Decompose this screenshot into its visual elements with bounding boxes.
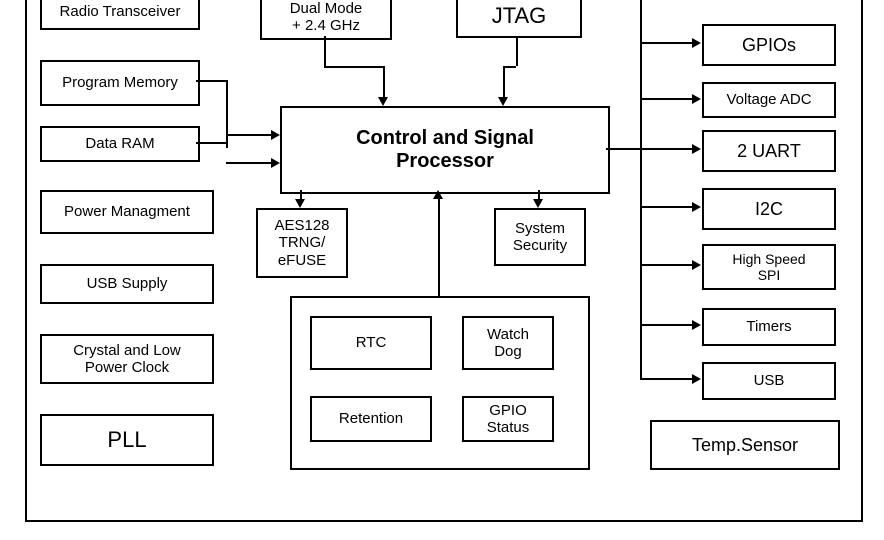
bus-spur-2 [640, 98, 692, 100]
bus-spur-6 [640, 324, 692, 326]
left-radio: Radio Transceiver [40, 0, 200, 30]
block-label: USB [750, 370, 789, 391]
aon-gpiost: GPIO Status [462, 396, 554, 442]
bus-arrow-4 [692, 202, 701, 212]
block-label: 2 UART [733, 139, 805, 164]
right-gpios: GPIOs [702, 24, 836, 66]
block-label: USB Supply [83, 273, 172, 294]
left-usbs: USB Supply [40, 264, 214, 304]
mid-syssec: System Security [494, 208, 586, 266]
bus-arrow-5 [692, 260, 701, 270]
bus-arrow-1 [692, 38, 701, 48]
left-v-0 [226, 80, 228, 148]
cd-arrow-1 [533, 199, 543, 208]
bus-arrow-6 [692, 320, 701, 330]
right-vadc: Voltage ADC [702, 82, 836, 118]
block-label: Watch Dog [483, 324, 533, 363]
corner-temp: Temp.Sensor [650, 420, 840, 470]
block-label: Voltage ADC [722, 89, 815, 110]
top-v2-0 [383, 66, 385, 97]
block-label: PLL [103, 425, 150, 454]
block-label: RTC [352, 332, 391, 353]
aon-wdog: Watch Dog [462, 316, 554, 370]
right-i2c: I2C [702, 188, 836, 230]
block-label: Control and Signal Processor [352, 125, 538, 175]
aon-up-arrow [433, 190, 443, 199]
right-hspi: High Speed SPI [702, 244, 836, 290]
left-h-0 [196, 80, 226, 82]
aon-up-v [438, 199, 440, 296]
aon-rtc: RTC [310, 316, 432, 370]
block-label: GPIO Status [483, 400, 534, 439]
top-dual: Dual Mode + 2.4 GHz [260, 0, 392, 40]
aon-ret: Retention [310, 396, 432, 442]
block-label: JTAG [488, 1, 551, 30]
block-label: Radio Transceiver [56, 1, 185, 22]
block-label: Timers [742, 316, 795, 337]
bus-spur-1 [640, 42, 692, 44]
block-label: Data RAM [81, 133, 158, 154]
cd-v-0 [300, 190, 302, 199]
block-label: Crystal and Low Power Clock [69, 340, 185, 379]
right-usb: USB [702, 362, 836, 400]
cd-v-1 [538, 190, 540, 199]
block-label: Retention [335, 408, 407, 429]
left-xtal: Crystal and Low Power Clock [40, 334, 214, 384]
block-label: Temp.Sensor [688, 433, 802, 458]
block-label: GPIOs [738, 33, 800, 58]
left-h-1 [196, 142, 226, 144]
top-arrow-0 [378, 97, 388, 106]
bus-spur-5 [640, 264, 692, 266]
left-pm: Power Managment [40, 190, 214, 234]
left-h2-0 [226, 134, 271, 136]
left-arrow-1 [271, 158, 280, 168]
top-v2-1 [503, 66, 505, 97]
block-label: Dual Mode + 2.4 GHz [286, 0, 367, 36]
mid-aes: AES128 TRNG/ eFUSE [256, 208, 348, 278]
top-v-0 [324, 36, 326, 66]
bus-spur-4 [640, 206, 692, 208]
center-cpu: Control and Signal Processor [280, 106, 610, 194]
bus-right-v [640, 0, 642, 380]
bus-arrow-2 [692, 94, 701, 104]
left-dram: Data RAM [40, 126, 200, 162]
block-label: I2C [751, 197, 787, 222]
block-label: Power Managment [60, 201, 194, 222]
bus-spur-7 [640, 378, 692, 380]
top-v-1 [516, 36, 518, 66]
left-arrow-0 [271, 130, 280, 140]
cpu-to-bus [606, 148, 640, 150]
block-label: Program Memory [58, 72, 182, 93]
cd-arrow-0 [295, 199, 305, 208]
bus-arrow-3 [692, 144, 701, 154]
block-label: AES128 TRNG/ eFUSE [270, 215, 333, 271]
top-jtag: JTAG [456, 0, 582, 38]
right-uart: 2 UART [702, 130, 836, 172]
left-pll: PLL [40, 414, 214, 466]
left-progmem: Program Memory [40, 60, 200, 106]
block-label: System Security [509, 218, 571, 257]
block-label: High Speed SPI [728, 249, 809, 285]
bus-arrow-7 [692, 374, 701, 384]
top-h-0 [324, 66, 383, 68]
bus-spur-3 [640, 148, 692, 150]
top-arrow-1 [498, 97, 508, 106]
right-timers: Timers [702, 308, 836, 346]
left-v-1 [226, 142, 228, 148]
left-h2-1 [226, 162, 271, 164]
